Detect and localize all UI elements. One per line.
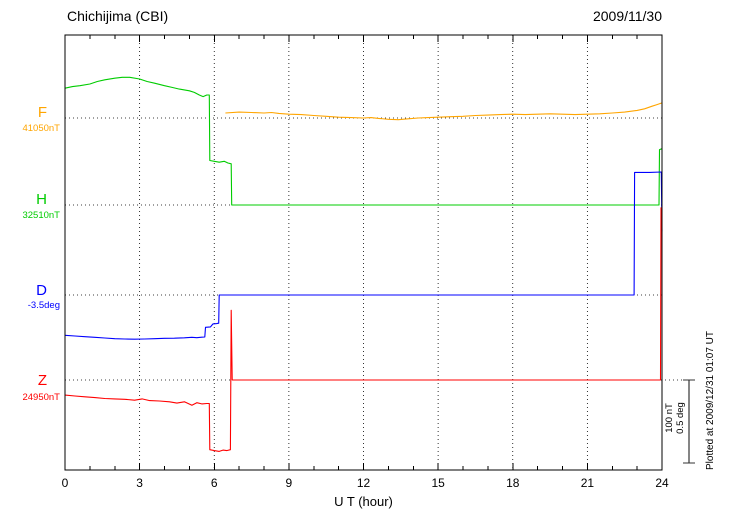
plotted-at-note: Plotted at 2009/12/31 01:07 UT xyxy=(705,331,716,470)
series-label-z: Z xyxy=(37,372,47,389)
series-label-d: D xyxy=(36,282,47,299)
chart-title: Chichijima (CBI) xyxy=(67,8,169,24)
x-tick-label: 0 xyxy=(61,476,69,490)
series-baseline-z: 24950nT xyxy=(22,392,60,403)
x-tick-label: 9 xyxy=(285,476,293,490)
x-tick-label: 6 xyxy=(210,476,218,490)
scale-bar-label-deg: 0.5 deg xyxy=(675,402,686,434)
x-tick-label: 24 xyxy=(655,476,669,490)
scale-bar-label: 100 nT 0.5 deg xyxy=(664,396,686,440)
scale-bar-label-nt: 100 nT xyxy=(664,403,675,433)
x-tick-label: 21 xyxy=(580,476,595,490)
series-label-f: F xyxy=(37,104,47,121)
x-tick-label: 15 xyxy=(431,476,445,490)
series-baseline-h: 32510nT xyxy=(22,210,60,221)
series-baseline-f: 41050nT xyxy=(22,123,60,134)
series-label-h: H xyxy=(36,191,47,208)
x-tick-label: 3 xyxy=(136,476,143,490)
x-tick-label: 12 xyxy=(356,476,371,490)
chart-date: 2009/11/30 xyxy=(592,8,662,24)
x-tick-label: 18 xyxy=(506,476,520,490)
x-axis-label: U T (hour) xyxy=(334,494,393,509)
series-baseline-d: -3.5deg xyxy=(27,300,60,311)
